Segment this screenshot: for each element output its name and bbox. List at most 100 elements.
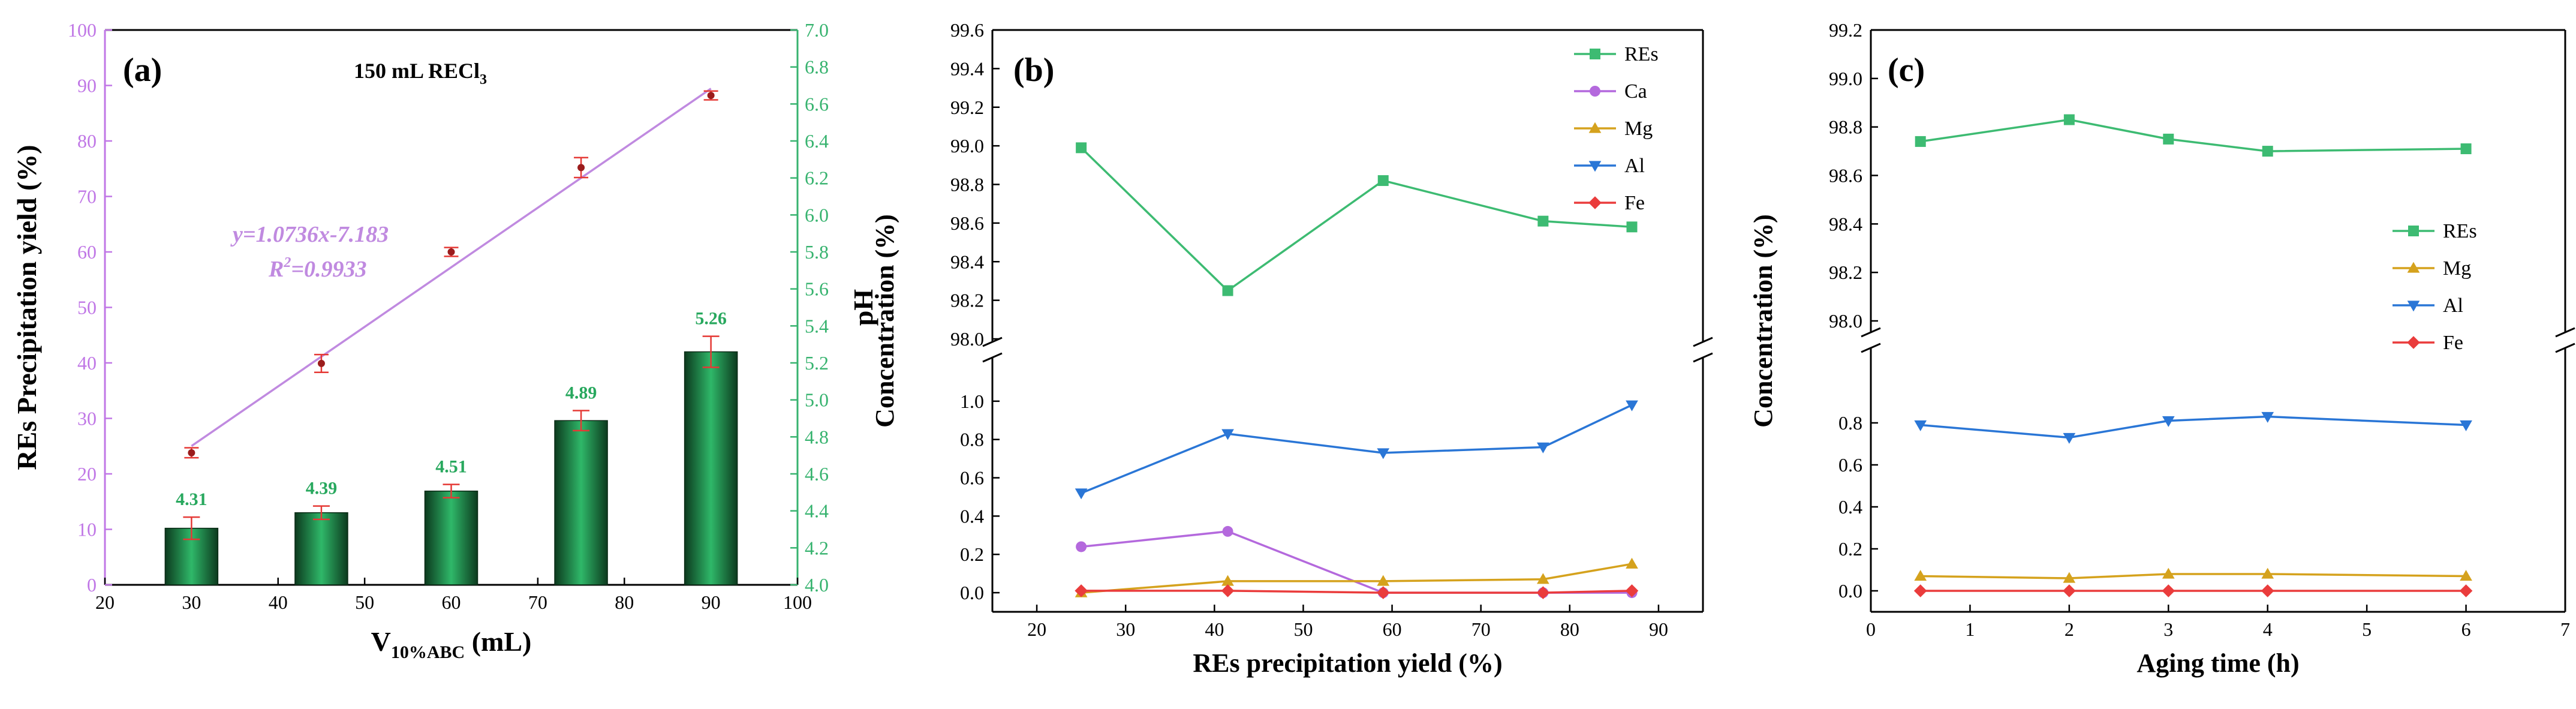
fit-equation: y=1.0736x-7.183 <box>230 222 389 247</box>
legend-marker-fe <box>1588 196 1602 209</box>
annotation-title: 150 mL RECl3 <box>354 59 487 88</box>
lower-y-tick-label: 0.0 <box>960 582 984 603</box>
series-marker-res <box>2063 114 2075 125</box>
x-title-main: V <box>371 626 391 657</box>
x-tick-label: 50 <box>1293 618 1313 640</box>
series-line-res <box>1080 147 1632 292</box>
series-marker-mg <box>1914 570 1927 581</box>
series-marker-res <box>1377 175 1389 187</box>
series-marker-mg <box>1221 575 1234 586</box>
title-main: 150 mL RECl <box>354 59 480 83</box>
yield-point <box>188 449 195 456</box>
series-line-ca <box>1081 530 1632 594</box>
x-title-unit: (mL) <box>465 626 531 657</box>
panel-c-aging-chart: 0 1 2 3 4 5 6 7 98.0 98.2 98.4 98.6 98.8 99.0 99.2 0.0 0… <box>1749 19 2575 678</box>
bar-ph-label: 4.39 <box>306 479 338 498</box>
axis-break-mark <box>2555 327 2575 338</box>
upper-y-tick-label: 98.0 <box>950 328 984 350</box>
panel-label: (b) <box>1013 52 1054 89</box>
right-y-tick-label: 4.0 <box>805 574 829 596</box>
series-line-mg <box>1920 573 2466 579</box>
right-y-tick-label: 6.2 <box>805 167 829 189</box>
left-y-tick-label: 10 <box>77 519 97 540</box>
x-tick-label: 6 <box>2461 618 2471 640</box>
bar-ph-label: 4.89 <box>565 383 597 403</box>
legend-marker-mg <box>1588 122 1602 133</box>
legend-marker-mg <box>2407 262 2420 273</box>
x-axis-title: Aging time (h) <box>2136 648 2299 678</box>
r2-superscript: 2 <box>283 255 291 271</box>
series-marker-al <box>1626 400 1638 411</box>
left-y-tick-label: 70 <box>77 186 97 208</box>
x-tick-label: 80 <box>1560 618 1579 640</box>
y-axis-title: Concentration (%) <box>1749 214 1778 428</box>
left-y-tick-label: 90 <box>77 75 97 97</box>
left-y-tick-label: 0 <box>87 574 97 596</box>
series-marker-fe <box>1376 586 1390 599</box>
x-tick-label: 30 <box>1116 618 1135 640</box>
legend-marker-al <box>2407 301 2420 312</box>
axis-break-mark <box>1861 327 1881 338</box>
x-tick-label: 40 <box>269 591 288 613</box>
yield-point <box>707 92 715 100</box>
x-tick-label: 3 <box>2163 618 2173 640</box>
right-y-tick-label: 5.4 <box>805 315 829 337</box>
ph-bar <box>424 490 479 585</box>
series-marker-fe <box>2261 584 2274 597</box>
series-line-fe <box>1081 590 1632 594</box>
lower-y-tick-label: 0.2 <box>960 543 984 565</box>
series-marker-al <box>2460 420 2472 431</box>
series-marker-fe <box>1075 584 1088 597</box>
upper-y-tick-label: 98.4 <box>950 251 984 272</box>
x-tick-label: 50 <box>355 591 374 613</box>
series-marker-res <box>2163 133 2174 145</box>
axis-break-mark <box>1693 337 1713 347</box>
x-tick-label: 7 <box>2560 618 2570 640</box>
axis-break-mark <box>2555 343 2575 353</box>
series-marker-res <box>1076 142 1087 154</box>
lower-y-tick-label: 0.6 <box>960 467 984 489</box>
axis-break-mark <box>1693 352 1713 363</box>
legend-label-fe: Fe <box>1624 192 1645 214</box>
x-tick-label: 80 <box>615 591 634 613</box>
legend-label-res: REs <box>1624 43 1659 65</box>
x-tick-label: 2 <box>2065 618 2074 640</box>
axis-break-mark <box>982 352 1003 363</box>
lower-y-tick-label: 0.2 <box>1838 538 1862 560</box>
series-marker-mg <box>1377 575 1390 586</box>
x-tick-label: 90 <box>1649 618 1668 640</box>
series-marker-mg <box>1626 557 1638 569</box>
left-y-tick-label: 30 <box>77 408 97 429</box>
upper-y-tick-label: 98.6 <box>950 212 984 234</box>
legend-label-ca: Ca <box>1624 80 1647 103</box>
upper-y-tick-label: 99.6 <box>950 19 984 41</box>
series-marker-fe <box>1625 584 1639 597</box>
series-line-mg <box>1081 563 1632 594</box>
lower-y-tick-label: 0.4 <box>1838 496 1862 518</box>
legend-marker-res <box>1590 49 1600 59</box>
x-tick-label: 40 <box>1205 618 1224 640</box>
series-marker-al <box>2063 432 2076 444</box>
panel-a-yield-chart: 20 30 40 50 60 70 80 90 100 0 10 20 30 40 50 60 70 80 90 10… <box>11 19 878 662</box>
right-y-axis-title: pH <box>848 289 878 326</box>
lower-y-tick-label: 1.0 <box>960 390 984 412</box>
x-tick-label: 70 <box>528 591 547 613</box>
series-marker-fe <box>2063 584 2076 597</box>
yield-point <box>577 164 585 172</box>
x-tick-label: 60 <box>442 591 461 613</box>
upper-y-tick-label: 99.4 <box>950 58 984 79</box>
axis-break-mark <box>1861 343 1881 353</box>
right-y-tick-label: 4.6 <box>805 463 829 485</box>
panel-label: (a) <box>123 52 162 89</box>
x-tick-label: 20 <box>95 591 115 613</box>
bar-ph-label: 5.26 <box>695 309 727 329</box>
series-marker-mg <box>1537 573 1549 584</box>
series-marker-al <box>1075 488 1088 500</box>
series-marker-res <box>1537 215 1549 227</box>
right-y-tick-label: 5.0 <box>805 389 829 411</box>
left-y-tick-label: 40 <box>77 352 97 374</box>
legend-label-al: Al <box>1624 155 1645 177</box>
series-marker-al <box>2162 416 2175 427</box>
x-tick-label: 1 <box>1965 618 1975 640</box>
right-y-tick-label: 6.0 <box>805 204 829 226</box>
